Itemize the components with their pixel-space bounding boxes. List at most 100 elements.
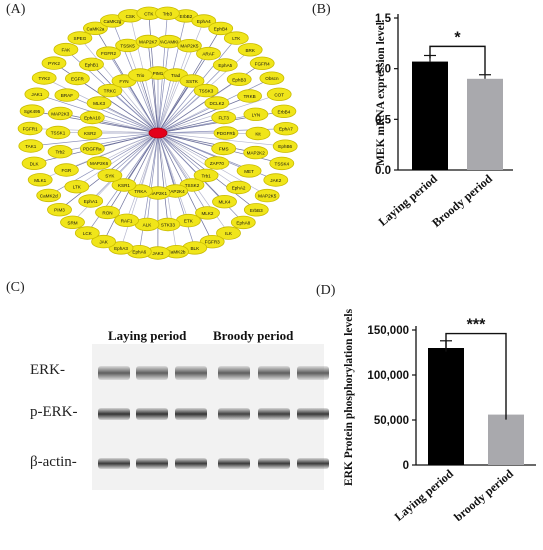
network-node-shape bbox=[47, 202, 72, 217]
network-node-shape bbox=[127, 68, 153, 82]
network-node: PYK2 bbox=[41, 56, 67, 70]
network-node: MAP2K5 bbox=[254, 188, 280, 203]
network-node-label: MLK3 bbox=[93, 101, 105, 106]
network-node-shape bbox=[111, 178, 137, 192]
network-node-shape bbox=[47, 144, 73, 159]
network-node: EphA4 bbox=[191, 14, 217, 28]
network-node: FGFR4 bbox=[249, 56, 275, 71]
network-node: Kit bbox=[245, 126, 271, 141]
network-node-shape bbox=[96, 46, 121, 60]
network-node-shape bbox=[196, 46, 221, 61]
network-node-shape bbox=[204, 96, 230, 110]
network-node-shape bbox=[273, 121, 299, 136]
network-node: FGFR3 bbox=[199, 234, 225, 249]
network-edge bbox=[157, 45, 190, 134]
network-edge bbox=[30, 132, 159, 147]
network-node-label: CaMK2g bbox=[103, 19, 121, 24]
x-tick-label: Broody period bbox=[429, 171, 495, 230]
network-edge bbox=[157, 53, 209, 134]
network-node-label: FGFR1 bbox=[23, 127, 39, 132]
network-node-shape bbox=[91, 234, 116, 249]
network-node-label: FLT3 bbox=[219, 116, 230, 121]
network-node-label: ErbB3 bbox=[250, 208, 263, 213]
network-node-shape bbox=[135, 34, 161, 49]
network-edge bbox=[157, 64, 226, 134]
significance-marker: * bbox=[454, 29, 461, 46]
network-node-shape bbox=[195, 206, 220, 220]
network-node-label: FGR bbox=[62, 168, 72, 173]
network-node-label: TRKA bbox=[134, 189, 147, 194]
network-node-label: SgK495 bbox=[24, 109, 41, 114]
network-node-shape bbox=[41, 56, 67, 70]
network-node: FGR bbox=[54, 163, 79, 177]
network-node: CaMK2a bbox=[83, 21, 108, 36]
network-node-label: PIM1 bbox=[153, 71, 164, 76]
network-node: Trio bbox=[127, 68, 153, 82]
network-node-shape bbox=[27, 173, 53, 187]
network-node-label: TSSK5 bbox=[120, 43, 135, 48]
network-node: EphA3 bbox=[108, 241, 134, 255]
network-node: Trb2 bbox=[47, 144, 73, 159]
network-node: MAP2K6 bbox=[86, 156, 112, 170]
network-node-label: LYN bbox=[252, 112, 261, 117]
network-node: EphA10 bbox=[79, 110, 105, 125]
network-edge bbox=[157, 41, 170, 134]
blot-membrane bbox=[92, 344, 329, 490]
bar bbox=[428, 348, 464, 465]
network-node-label: MAP2K1 bbox=[149, 191, 168, 196]
network-edge bbox=[157, 132, 208, 214]
network-edge bbox=[107, 132, 159, 213]
network-node-label: EphB4 bbox=[214, 26, 228, 31]
network-edge bbox=[157, 132, 256, 153]
network-node-shape bbox=[179, 74, 205, 88]
network-node-label: LTK bbox=[232, 36, 241, 41]
network-node-label: TSSK1 bbox=[51, 131, 66, 136]
erk-bar-chart: ERK Protein phosphorylation levels 0 50,00… bbox=[343, 308, 536, 524]
network-node-shape bbox=[243, 107, 269, 122]
network-node: TRKB bbox=[237, 89, 263, 103]
network-node-label: PDGFRb bbox=[217, 131, 236, 136]
network-node-shape bbox=[21, 156, 47, 171]
network-node-label: CaMK2b bbox=[168, 250, 186, 255]
network-node: EphB1 bbox=[79, 57, 104, 72]
network-node-label: CSK bbox=[126, 14, 136, 19]
network-node: MAP2K7 bbox=[135, 34, 161, 49]
network-node-shape bbox=[193, 168, 219, 183]
network-node-shape bbox=[211, 141, 237, 156]
network-node-label: DCLK2 bbox=[209, 101, 224, 106]
network-node: FAK bbox=[53, 42, 79, 57]
network-node: EphA2 bbox=[226, 180, 252, 195]
network-node-label: JAK bbox=[99, 240, 108, 245]
network-edge bbox=[146, 132, 159, 225]
network-node: JAK1 bbox=[24, 87, 50, 101]
network-node-shape bbox=[213, 126, 239, 140]
network-node-label: MAP2K3 bbox=[51, 111, 70, 116]
bar bbox=[467, 78, 503, 170]
network-node-shape bbox=[78, 194, 104, 208]
network-edge bbox=[66, 94, 159, 134]
network-node-shape bbox=[211, 110, 237, 125]
network-node: MAP2K3 bbox=[47, 106, 73, 121]
network-edge bbox=[157, 132, 207, 176]
network-node-shape bbox=[272, 139, 298, 153]
network-node-label: FGFR2 bbox=[101, 51, 117, 56]
network-node-label: ETK bbox=[184, 219, 194, 224]
network-node-shape bbox=[243, 145, 269, 160]
p-erk-band bbox=[98, 408, 130, 420]
network-node-label: KSR2 bbox=[84, 131, 96, 136]
network-node: SYK bbox=[97, 168, 123, 183]
network-edge bbox=[57, 132, 159, 134]
network-node-label: TRKB bbox=[243, 94, 255, 99]
network-hub bbox=[148, 127, 168, 139]
network-node-shape bbox=[24, 87, 50, 101]
network-node-label: TSSK2 bbox=[185, 183, 200, 188]
network-edge bbox=[109, 132, 159, 176]
network-node: DCLK2 bbox=[204, 96, 230, 110]
network-node: LCK bbox=[74, 226, 100, 240]
network-node: FLT3 bbox=[211, 110, 237, 125]
network-edge bbox=[147, 41, 159, 134]
blot-group-laying: Laying period bbox=[108, 328, 187, 343]
p-erk-band bbox=[258, 408, 290, 420]
network-node-label: JAK2 bbox=[270, 178, 281, 183]
